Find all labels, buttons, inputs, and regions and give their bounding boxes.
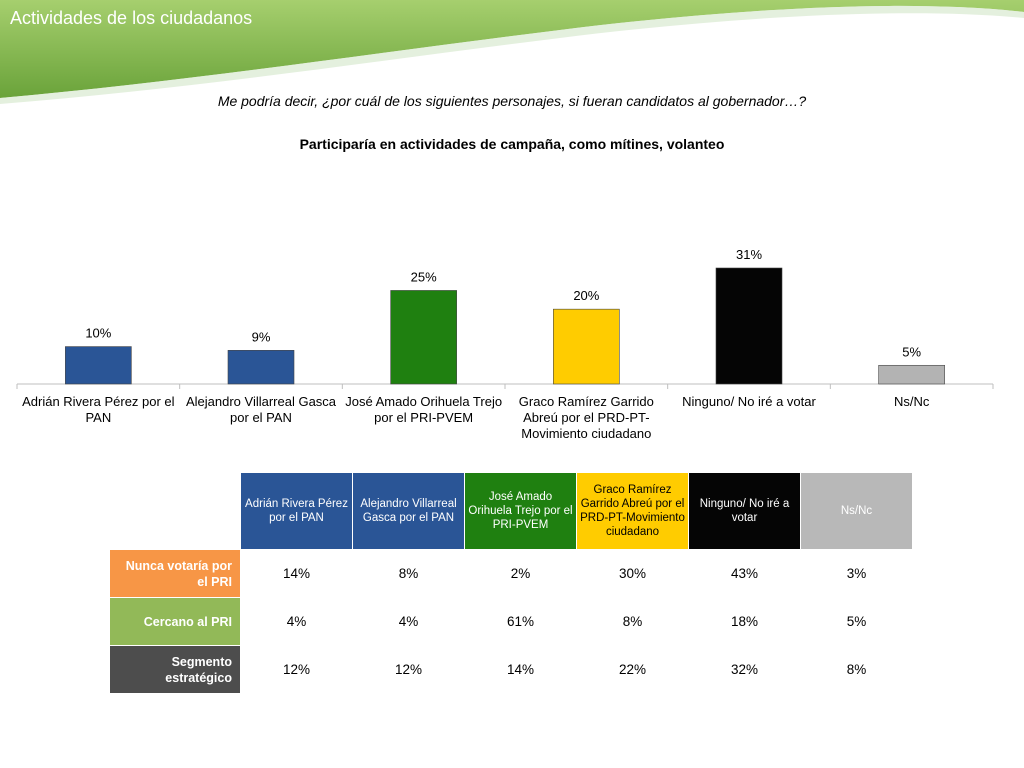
bar-data-label: 31% <box>736 247 762 262</box>
segment-crosstab: Adrián Rivera Pérez por el PAN Alejandro … <box>109 472 913 694</box>
table-cell: 4% <box>353 598 464 645</box>
bar-1 <box>65 346 132 385</box>
table-row: Nunca votaría por el PRI 14% 8% 2% 30% 43% 3% <box>110 550 912 597</box>
table-cell: 22% <box>577 646 688 693</box>
slide-title: Actividades de los ciudadanos <box>10 8 253 28</box>
category-label: Ns/Nc <box>893 394 930 409</box>
table-cell: 43% <box>689 550 800 597</box>
table-cell: 8% <box>801 646 912 693</box>
table-cell: 12% <box>353 646 464 693</box>
table-cell: 8% <box>577 598 688 645</box>
table-row-header: Nunca votaría por el PRI <box>110 550 240 597</box>
category-label: Ninguno/ No iré a votar <box>682 394 816 409</box>
table-body: Nunca votaría por el PRI 14% 8% 2% 30% 43% 3% C… <box>110 550 912 693</box>
table-column-header: Adrián Rivera Pérez por el PAN <box>241 473 352 549</box>
table-row: Segmento estratégico 12% 12% 14% 22% 32% 8% <box>110 646 912 693</box>
table-cell: 61% <box>465 598 576 645</box>
bar-data-label: 5% <box>902 344 921 359</box>
table-cell: 2% <box>465 550 576 597</box>
table-row-header: Segmento estratégico <box>110 646 240 693</box>
table-cell: 8% <box>353 550 464 597</box>
bar-6 <box>878 364 945 385</box>
table-header-row: Adrián Rivera Pérez por el PAN Alejandro … <box>110 473 912 549</box>
bar-5 <box>715 267 783 385</box>
table-corner <box>110 473 240 549</box>
category-label: Graco Ramírez Garrido Abreú por el PRD-P… <box>518 394 654 441</box>
table-cell: 12% <box>241 646 352 693</box>
slide-header: Actividades de los ciudadanos <box>0 0 1024 110</box>
table-column-header: Ns/Nc <box>801 473 912 549</box>
table-column-header: José Amado Orihuela Trejo por el PRI-PVE… <box>465 473 576 549</box>
header-wave-graphic <box>0 0 1024 105</box>
bar-data-label: 20% <box>573 288 599 303</box>
table-cell: 30% <box>577 550 688 597</box>
table-cell: 32% <box>689 646 800 693</box>
bar-data-label: 9% <box>252 329 271 344</box>
category-label: Adrián Rivera Pérez por el PAN <box>22 394 175 425</box>
table-row: Cercano al PRI 4% 4% 61% 8% 18% 5% <box>110 598 912 645</box>
bar-data-label: 25% <box>411 269 437 284</box>
table-cell: 14% <box>465 646 576 693</box>
survey-question: Me podría decir, ¿por cuál de los siguie… <box>217 93 807 109</box>
bar-4 <box>553 308 620 385</box>
table-cell: 4% <box>241 598 352 645</box>
table-row-header: Cercano al PRI <box>110 598 240 645</box>
bar-2 <box>227 350 295 385</box>
chart-title: Participaría en actividades de campaña, … <box>299 136 725 152</box>
table-cell: 18% <box>689 598 800 645</box>
category-label: José Amado Orihuela Trejo por el PRI-PVE… <box>345 394 503 425</box>
category-label: Alejandro Villarreal Gasca por el PAN <box>185 394 337 425</box>
table-column-header: Ninguno/ No iré a votar <box>689 473 800 549</box>
table-cell: 3% <box>801 550 912 597</box>
bar-3 <box>390 290 457 385</box>
table-cell: 5% <box>801 598 912 645</box>
table-cell: 14% <box>241 550 352 597</box>
table-column-header: Alejandro Villarreal Gasca por el PAN <box>353 473 464 549</box>
bar-chart: 10% 9% 25% 20% 31% 5% <box>16 247 994 389</box>
table-column-header: Graco Ramírez Garrido Abreú por el PRD-P… <box>577 473 688 549</box>
bar-data-label: 10% <box>85 326 111 341</box>
